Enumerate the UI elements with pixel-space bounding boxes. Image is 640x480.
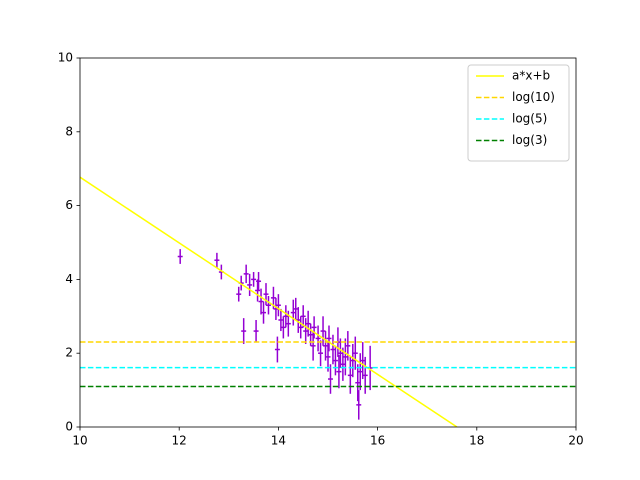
legend-label: log(10) xyxy=(512,90,555,104)
legend-label: a*x+b xyxy=(512,69,550,83)
x-tick-label: 12 xyxy=(172,434,187,448)
x-tick-label: 16 xyxy=(370,434,385,448)
y-tick-label: 8 xyxy=(65,124,73,138)
x-tick-label: 20 xyxy=(568,434,583,448)
legend-box xyxy=(467,64,570,162)
y-tick-label: 2 xyxy=(65,346,73,360)
plot-area xyxy=(80,176,576,427)
axes-frame xyxy=(79,57,577,428)
y-tick-label: 10 xyxy=(58,51,73,65)
legend-label: log(5) xyxy=(512,112,547,126)
legend-label: log(3) xyxy=(512,133,547,147)
y-tick-label: 0 xyxy=(65,420,73,434)
x-tick-label: 18 xyxy=(469,434,484,448)
y-tick-label: 4 xyxy=(65,272,73,286)
series-line xyxy=(80,176,458,427)
x-tick-label: 10 xyxy=(72,434,87,448)
y-tick-label: 6 xyxy=(65,198,73,212)
x-tick-label: 14 xyxy=(271,434,286,448)
